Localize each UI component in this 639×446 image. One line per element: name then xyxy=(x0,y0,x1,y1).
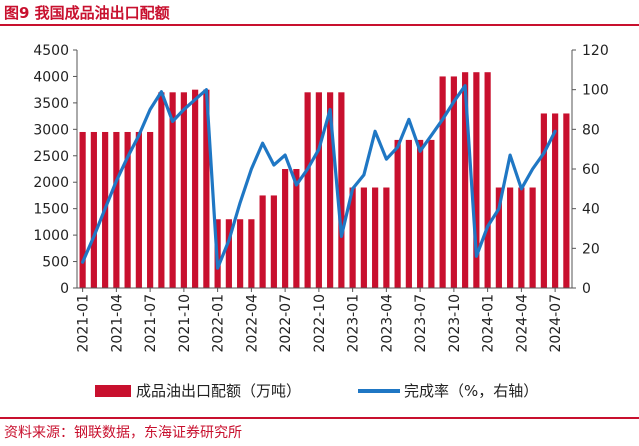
quota-bar xyxy=(90,131,97,288)
chart-legend: 成品油出口配额（万吨） 完成率（%，右轴） xyxy=(95,382,538,400)
left-tick-label: 4500 xyxy=(33,43,69,59)
quota-bar xyxy=(327,92,334,288)
quota-bar xyxy=(495,187,502,288)
legend-line-label: 完成率（%，右轴） xyxy=(404,382,538,400)
quota-bar xyxy=(563,113,570,288)
x-tick-label: 2021-01 xyxy=(76,294,92,353)
legend-bar-swatch xyxy=(95,385,131,397)
right-tick-label: 100 xyxy=(582,83,609,99)
quota-bar xyxy=(282,169,289,288)
quota-bar xyxy=(79,131,86,288)
quota-bar xyxy=(394,139,401,288)
quota-bar xyxy=(203,89,210,289)
x-tick-label: 2023-01 xyxy=(346,294,362,353)
left-tick-label: 0 xyxy=(60,281,69,297)
legend-bar-label: 成品油出口配额（万吨） xyxy=(136,382,301,400)
quota-bar xyxy=(259,195,266,288)
x-tick-label: 2022-10 xyxy=(312,294,328,353)
x-tick-label: 2023-04 xyxy=(379,294,395,353)
left-tick-label: 2500 xyxy=(33,149,69,165)
quota-bar xyxy=(439,76,446,288)
left-tick-label: 1500 xyxy=(33,202,69,218)
left-tick-label: 3000 xyxy=(33,122,69,138)
right-tick-label: 20 xyxy=(582,241,600,257)
x-tick-label: 2021-04 xyxy=(109,294,125,353)
source-note: 资料来源：钢联数据，东海证券研究所 xyxy=(4,425,242,441)
quota-bar xyxy=(507,187,514,288)
right-tick-label: 40 xyxy=(582,202,600,218)
quota-bar xyxy=(158,92,165,288)
quota-bar xyxy=(147,131,154,288)
quota-bar xyxy=(518,187,525,288)
quota-bar xyxy=(315,92,322,288)
quota-bar xyxy=(113,131,120,288)
left-tick-label: 4000 xyxy=(33,69,69,85)
x-tick-label: 2024-04 xyxy=(514,294,530,353)
left-tick-label: 2000 xyxy=(33,175,69,191)
x-tick-label: 2022-07 xyxy=(278,294,294,353)
quota-bar xyxy=(529,187,536,288)
quota-bar xyxy=(180,92,187,288)
x-tick-label: 2021-10 xyxy=(177,294,193,353)
completion-rate-line xyxy=(80,84,557,270)
right-axis-ticks: 0 20 40 60 80 100 120 xyxy=(572,43,609,297)
left-tick-label: 3500 xyxy=(33,96,69,112)
quota-bar xyxy=(428,139,435,288)
quota-bar xyxy=(135,131,142,288)
x-tick-label: 2024-07 xyxy=(548,294,564,353)
quota-bar xyxy=(383,187,390,288)
right-tick-label: 60 xyxy=(582,162,600,178)
quota-bar xyxy=(360,187,367,288)
quota-bar xyxy=(372,187,379,288)
quota-bar xyxy=(192,89,199,289)
right-tick-label: 80 xyxy=(582,122,600,138)
quota-bar xyxy=(349,187,356,288)
x-tick-label: 2023-07 xyxy=(413,294,429,353)
chart-axes xyxy=(76,50,573,289)
quota-bar xyxy=(405,139,412,288)
quota-bar xyxy=(450,76,457,288)
x-tick-label: 2023-10 xyxy=(447,294,463,353)
figure-title: 图9 我国成品油出口配额 xyxy=(4,4,170,22)
left-tick-label: 500 xyxy=(42,255,69,271)
x-axis-ticks: 2021-01 2021-04 2021-07 2021-10 2022-01 2022-… xyxy=(76,288,564,353)
quota-bar xyxy=(338,92,345,288)
right-tick-label: 0 xyxy=(582,281,591,297)
x-tick-label: 2022-04 xyxy=(244,294,260,353)
bar-line-chart: 0 500 1000 1500 2000 2500 3000 3500 4000 4500 0 20… xyxy=(33,43,609,400)
x-tick-label: 2021-07 xyxy=(143,294,159,353)
quota-bar xyxy=(270,195,277,288)
quota-bar xyxy=(293,169,300,288)
left-tick-label: 1000 xyxy=(33,228,69,244)
quota-bar xyxy=(473,72,480,288)
x-tick-label: 2022-01 xyxy=(211,294,227,353)
quota-bar xyxy=(237,219,244,288)
x-tick-label: 2024-01 xyxy=(481,294,497,353)
right-tick-label: 120 xyxy=(582,43,609,59)
quota-bar xyxy=(540,113,547,288)
quota-bar xyxy=(225,219,232,288)
quota-bar xyxy=(417,139,424,288)
quota-bar xyxy=(462,72,469,288)
left-axis-ticks: 0 500 1000 1500 2000 2500 3000 3500 4000 4500 xyxy=(33,43,77,297)
quota-bar xyxy=(169,92,176,288)
quota-bar xyxy=(484,72,491,288)
source-divider xyxy=(0,417,639,419)
completion-line-layer xyxy=(80,84,557,270)
quota-bar xyxy=(248,219,255,288)
quota-bar xyxy=(552,113,559,288)
quota-bar xyxy=(304,92,311,288)
quota-bar xyxy=(124,131,131,288)
quota-bars xyxy=(79,72,570,289)
title-divider xyxy=(0,24,639,26)
